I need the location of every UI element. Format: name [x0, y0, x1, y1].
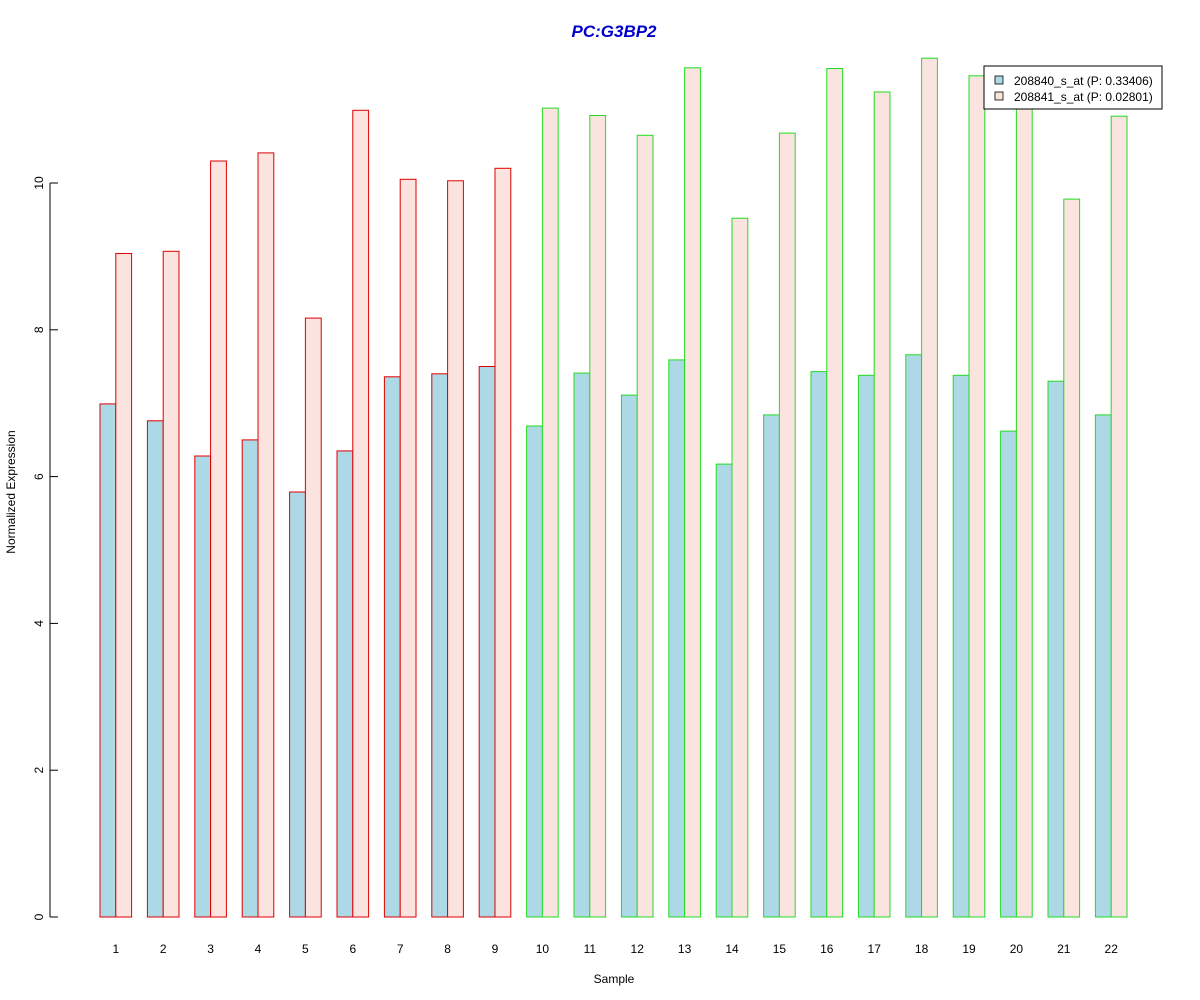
bar-s1-sample-19: [952, 374, 970, 918]
x-tick-label: 19: [962, 942, 976, 956]
bar-s1-sample-11: [573, 372, 591, 918]
bar-s2-sample-13: [684, 67, 701, 918]
bar-s1-sample-10: [526, 425, 543, 918]
legend-swatch-2: [994, 91, 1004, 101]
legend-label-2: 208841_s_at (P: 0.02801): [1014, 90, 1153, 104]
bar-s1-sample-17: [857, 374, 875, 918]
legend: 208840_s_at (P: 0.33406) 208841_s_at (P:…: [983, 65, 1163, 110]
bar-s1-sample-14: [715, 463, 733, 918]
x-tick-label: 2: [160, 942, 167, 956]
bar-s2-sample-21: [1063, 198, 1081, 918]
bar-s2-sample-9: [494, 167, 512, 918]
bar-s1-sample-22: [1094, 414, 1112, 918]
x-tick-label: 7: [397, 942, 404, 956]
bar-s1-sample-18: [905, 354, 923, 918]
bar-s2-sample-15: [778, 132, 796, 918]
y-tick-label: 8: [32, 326, 46, 333]
bar-s1-sample-8: [431, 373, 449, 918]
x-tick-label: 3: [207, 942, 214, 956]
legend-swatch-1: [994, 75, 1004, 85]
y-axis-label: Normalized Expression: [4, 430, 18, 553]
bar-s2-sample-14: [731, 217, 749, 918]
bar-s1-sample-16: [810, 371, 828, 918]
bar-s1-sample-3: [194, 455, 212, 918]
x-tick-label: 14: [725, 942, 739, 956]
y-axis: 0 2 4 6 8 10: [32, 176, 58, 920]
bar-s2-sample-1: [115, 253, 133, 918]
x-tick-label: 22: [1105, 942, 1119, 956]
x-tick-label: 15: [773, 942, 787, 956]
x-tick-label: 21: [1057, 942, 1071, 956]
bar-s1-sample-15: [763, 414, 780, 918]
bar-s1-sample-2: [146, 420, 164, 918]
bar-s2-sample-5: [304, 317, 322, 918]
bar-s1-sample-20: [1000, 430, 1017, 918]
chart-title: PC:G3BP2: [571, 22, 657, 41]
bar-s2-sample-17: [873, 91, 891, 918]
bar-s2-sample-19: [968, 75, 986, 918]
bar-s1-sample-13: [668, 359, 686, 918]
y-tick-label: 0: [32, 913, 46, 920]
bar-s2-sample-16: [826, 68, 844, 918]
bar-s1-sample-4: [241, 439, 259, 918]
bar-s2-sample-22: [1110, 115, 1128, 918]
x-tick-label: 8: [444, 942, 451, 956]
bar-s1-sample-1: [99, 403, 117, 918]
bar-s2-sample-3: [210, 160, 227, 918]
x-tick-label: 10: [536, 942, 550, 956]
y-tick-label: 2: [32, 767, 46, 774]
y-tick-label: 6: [32, 473, 46, 480]
bar-s2-sample-12: [636, 134, 654, 918]
bar-s2-sample-4: [257, 152, 275, 918]
bar-s2-sample-20: [1015, 100, 1033, 918]
bar-s2-sample-10: [541, 107, 559, 918]
x-tick-labels: 1 2 3 4 5 6 7 8 9 10 11 12 13 14 15 16 17 18 19 20 21 22: [112, 942, 1118, 956]
bar-s1-sample-7: [383, 376, 401, 918]
x-tick-label: 18: [915, 942, 929, 956]
bar-s1-sample-9: [478, 366, 496, 918]
x-axis-label: Sample: [594, 972, 635, 986]
bar-s2-sample-11: [589, 115, 607, 918]
bars-group: [99, 57, 1128, 918]
bar-s1-sample-6: [336, 450, 354, 918]
x-tick-label: 12: [631, 942, 645, 956]
x-tick-label: 20: [1010, 942, 1024, 956]
bar-s2-sample-2: [162, 250, 180, 918]
bar-s1-sample-12: [620, 394, 638, 918]
x-tick-label: 6: [349, 942, 356, 956]
bar-s2-sample-8: [447, 180, 464, 918]
x-tick-label: 16: [820, 942, 834, 956]
x-tick-label: 4: [255, 942, 262, 956]
bar-s2-sample-7: [399, 178, 417, 918]
bar-s2-sample-18: [921, 57, 938, 918]
bar-s1-sample-21: [1047, 380, 1065, 918]
x-tick-label: 17: [868, 942, 882, 956]
x-tick-label: 9: [492, 942, 499, 956]
bar-s2-sample-6: [352, 109, 370, 918]
x-tick-label: 1: [112, 942, 119, 956]
bar-s1-sample-5: [289, 491, 306, 918]
x-tick-label: 11: [584, 942, 597, 956]
y-tick-label: 4: [32, 620, 46, 627]
x-tick-label: 5: [302, 942, 309, 956]
legend-box: [983, 65, 1163, 110]
x-tick-label: 13: [678, 942, 692, 956]
legend-label-1: 208840_s_at (P: 0.33406): [1014, 74, 1153, 88]
y-tick-label: 10: [32, 176, 46, 190]
